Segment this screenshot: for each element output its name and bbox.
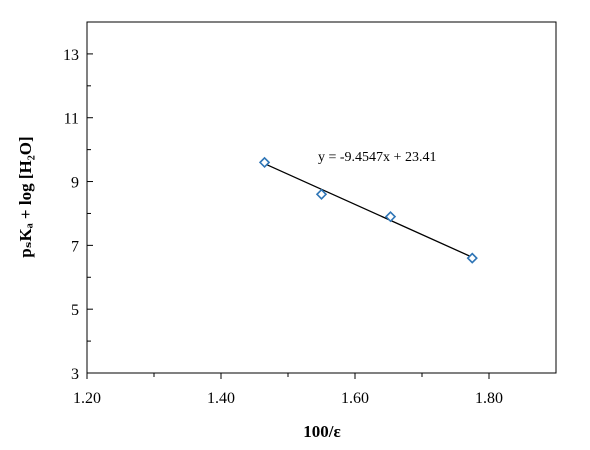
y-tick-label: 7: [71, 238, 79, 255]
x-tick-label: 1.40: [207, 390, 235, 407]
y-tick-label: 11: [64, 111, 79, 128]
x-axis-ticks: [86, 373, 490, 379]
x-tick-label: 1.20: [73, 390, 101, 407]
data-point: [258, 156, 271, 169]
data-points: [258, 156, 478, 264]
y-tick-label: 5: [71, 302, 79, 319]
y-tick-labels: 3 5 7 9 11 13: [63, 47, 79, 383]
data-point: [384, 211, 397, 223]
y-axis-title: pₛKₐ + log [H₂O]: [16, 136, 35, 257]
x-tick-label: 1.80: [475, 390, 503, 407]
trendline: [264, 163, 473, 258]
y-axis-ticks: [87, 53, 93, 374]
plot-frame: [86, 21, 557, 374]
y-tick-label: 9: [71, 175, 79, 192]
y-tick-label: 13: [63, 47, 79, 64]
x-axis-title: 100/ε: [303, 422, 341, 441]
x-tick-label: 1.60: [341, 390, 369, 407]
data-point: [466, 252, 478, 264]
y-tick-label: 3: [71, 366, 79, 383]
trendline-equation: y = -9.4547x + 23.41: [318, 150, 436, 165]
x-tick-labels: 1.20 1.40 1.60 1.80: [73, 390, 503, 407]
data-point: [315, 188, 328, 200]
